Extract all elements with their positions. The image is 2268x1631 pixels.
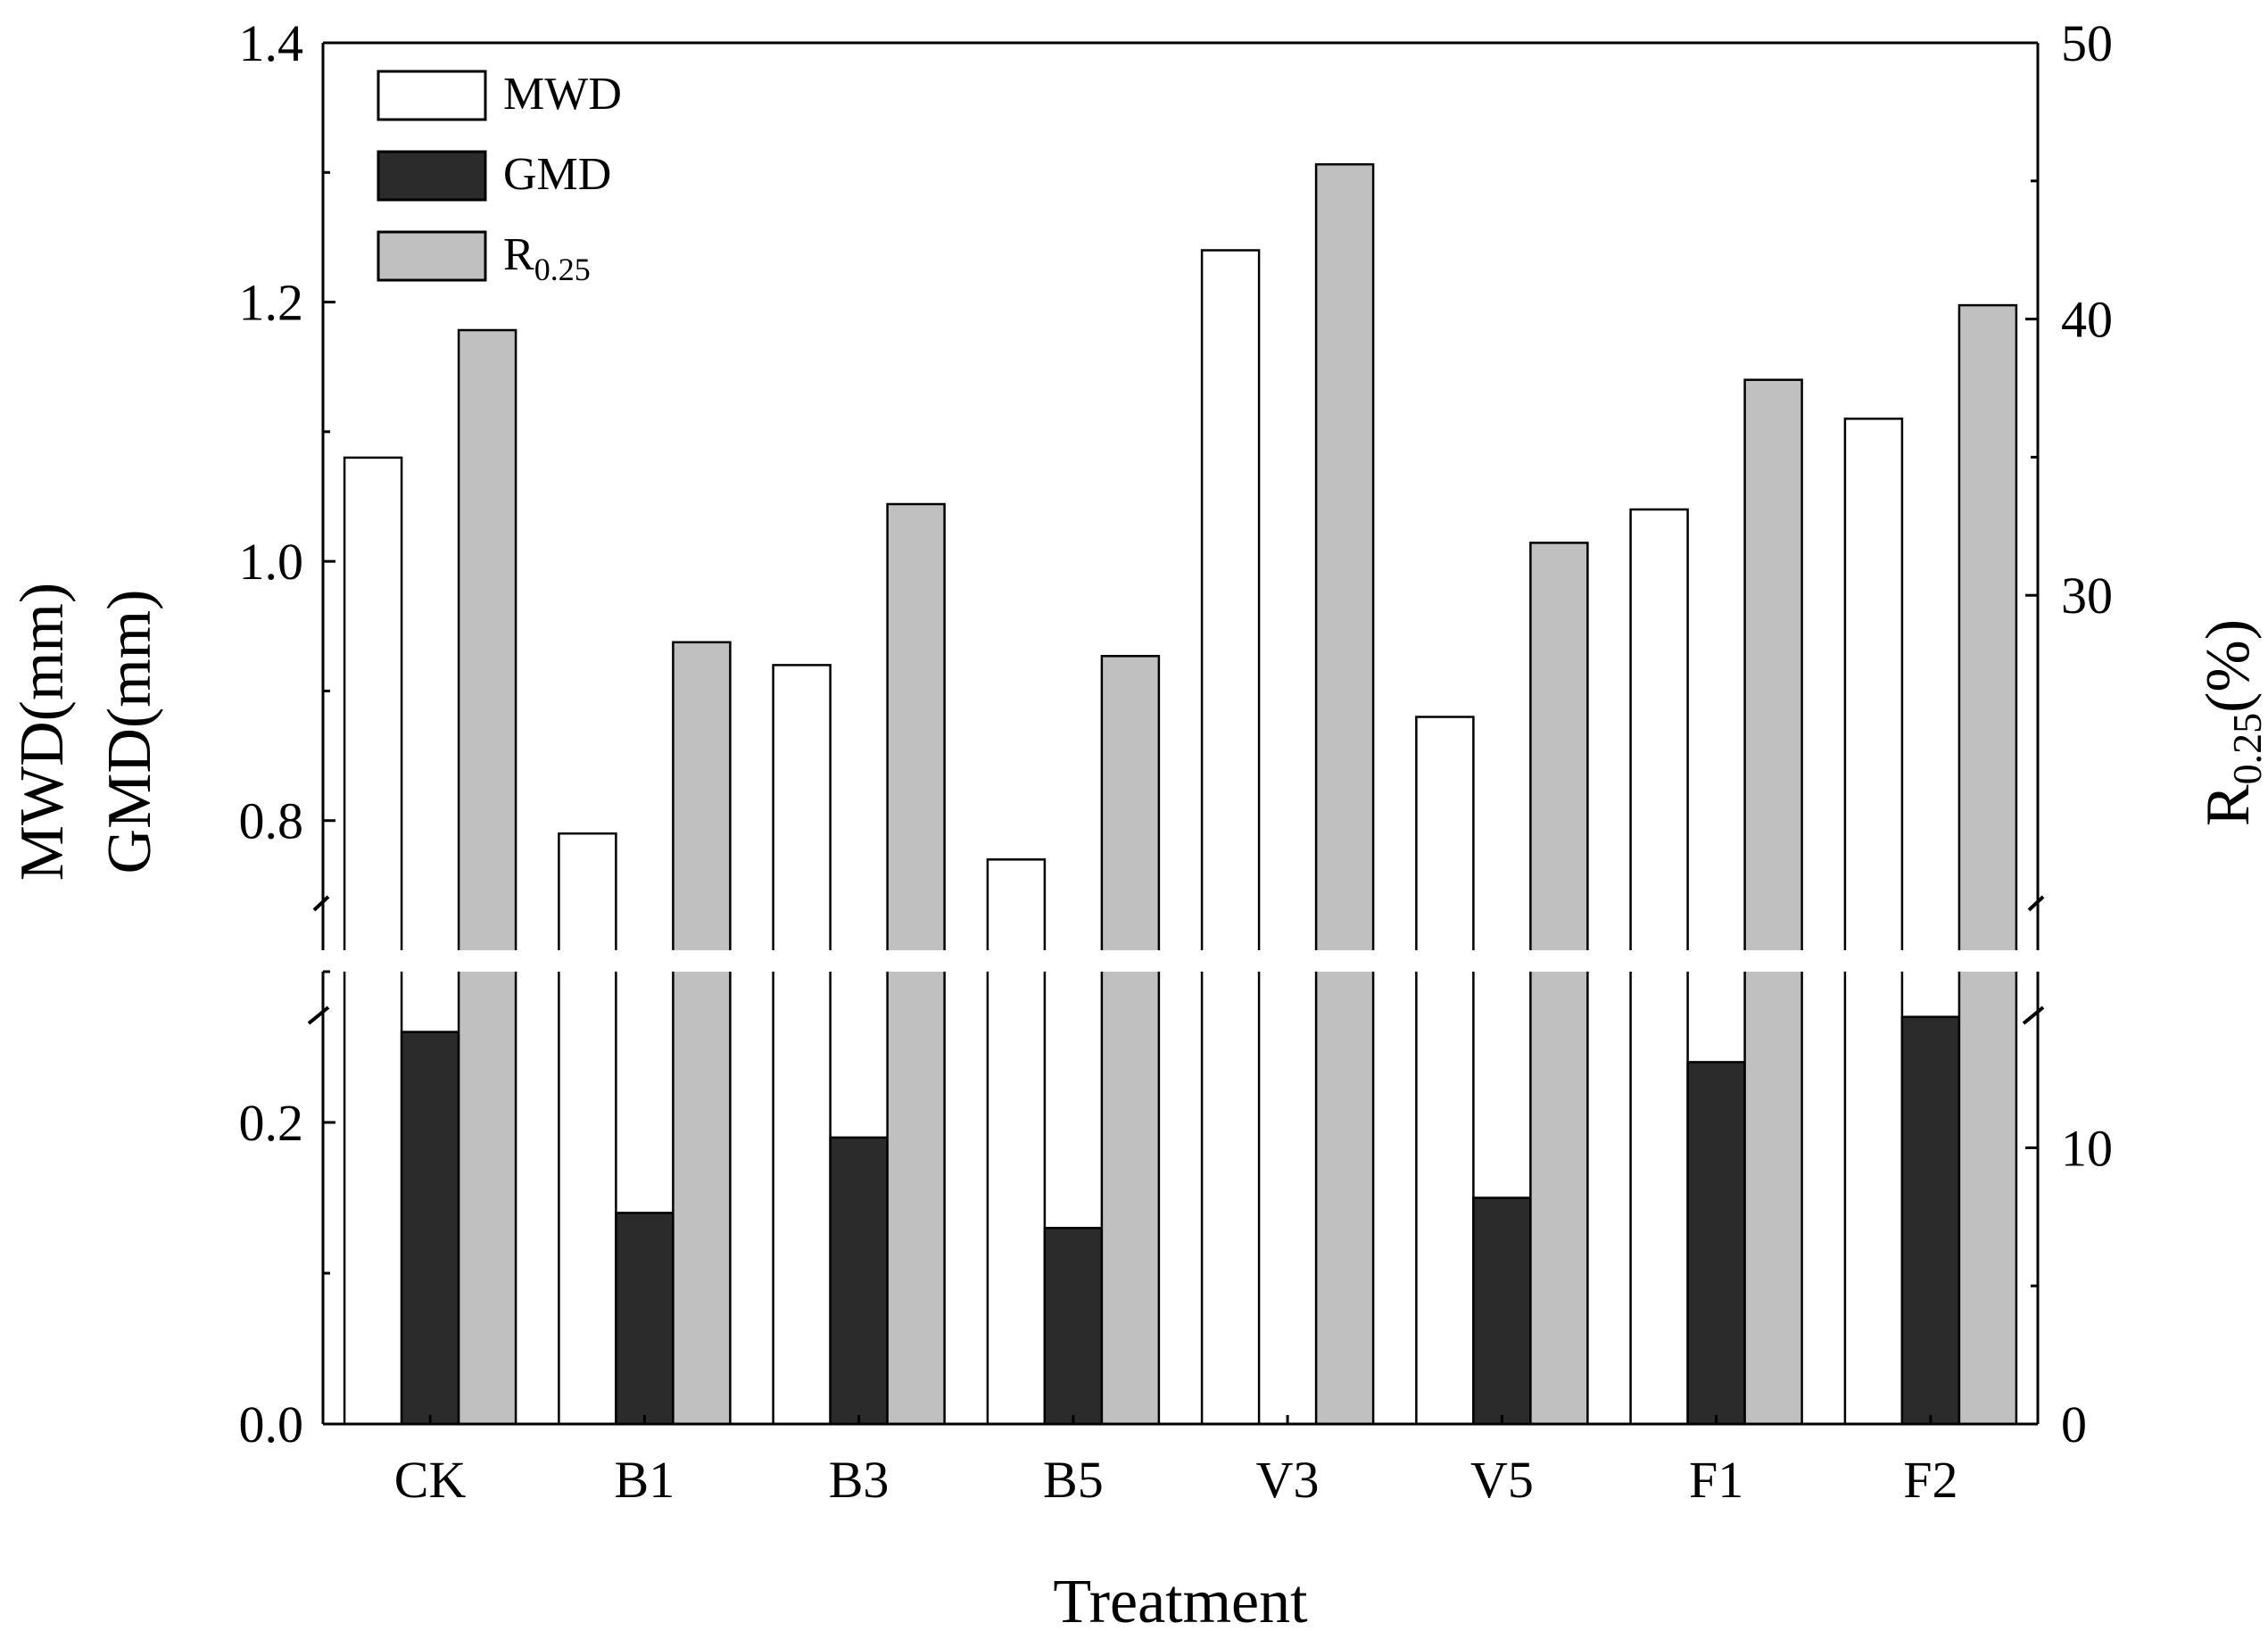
y-right-tick-label-10: 10 bbox=[2061, 1119, 2113, 1177]
x-tick-label-f1: F1 bbox=[1689, 1451, 1743, 1509]
legend-label-gmd: GMD bbox=[503, 149, 611, 200]
legend-swatch-mwd bbox=[377, 70, 487, 121]
bar-gmd-f2 bbox=[1900, 1015, 1961, 1426]
bar-mwd-b5 bbox=[986, 858, 1047, 1426]
legend: MWD GMD R0.25 bbox=[377, 69, 622, 287]
y-axis-left-title-mwd: MWD(mm) bbox=[8, 583, 77, 881]
y-right-tick-label-30: 30 bbox=[2061, 567, 2113, 625]
legend-label-main: R bbox=[503, 229, 534, 280]
legend-label-r025: R0.25 bbox=[503, 229, 591, 287]
x-tick-label-b5: B5 bbox=[1043, 1451, 1104, 1509]
legend-label-mwd: MWD bbox=[503, 69, 622, 120]
bar-mwd-f2 bbox=[1843, 418, 1904, 1426]
bar-r025-v3 bbox=[1314, 162, 1375, 1426]
legend-swatch-r025 bbox=[377, 230, 487, 282]
bar-r025-ck bbox=[457, 328, 517, 1426]
bar-r025-f1 bbox=[1743, 378, 1803, 1426]
bar-gmd-v5 bbox=[1472, 1196, 1532, 1426]
plot-frame bbox=[307, 41, 2045, 1426]
legend-swatch-gmd bbox=[377, 150, 487, 202]
y-right-tick-label-0: 0 bbox=[2061, 1395, 2087, 1453]
bar-r025-b5 bbox=[1100, 655, 1161, 1426]
bars-layer bbox=[343, 162, 2018, 1426]
bar-gmd-ck bbox=[400, 1031, 460, 1426]
axis-break-gap bbox=[318, 950, 2043, 972]
y-axis-right-title-tail: (%) bbox=[2194, 619, 2263, 713]
bar-r025-v5 bbox=[1529, 542, 1589, 1426]
bar-gmd-b3 bbox=[829, 1136, 889, 1426]
bar-mwd-b3 bbox=[772, 664, 832, 1426]
bar-mwd-ck bbox=[343, 456, 403, 1426]
y-axis-right-title: R0.25(%) bbox=[2194, 619, 2268, 826]
y-left-tick-label-1.2: 1.2 bbox=[239, 274, 304, 332]
ticks-layer: CK B1 B3 B5 V3 V5 F1 F2 0.0 0.2 0.8 1.0 1.2 1.4 0 10 30 4… bbox=[239, 14, 2114, 1509]
bar-mwd-b1 bbox=[558, 832, 617, 1426]
y-left-tick-label-0.2: 0.2 bbox=[239, 1094, 304, 1152]
bar-r025-b1 bbox=[672, 641, 732, 1426]
y-axis-left-title-gmd: GMD(mm) bbox=[95, 590, 164, 874]
bar-mwd-v5 bbox=[1415, 716, 1475, 1426]
x-tick-label-v3: V3 bbox=[1256, 1451, 1320, 1509]
x-axis-title: Treatment bbox=[1053, 1568, 1308, 1631]
bar-mwd-v3 bbox=[1200, 249, 1261, 1426]
y-axis-right-title-main: R bbox=[2194, 784, 2263, 826]
bar-gmd-b1 bbox=[615, 1212, 675, 1426]
y-right-tick-label-40: 40 bbox=[2061, 291, 2113, 349]
bar-gmd-b5 bbox=[1043, 1227, 1104, 1426]
x-tick-label-b1: B1 bbox=[615, 1451, 675, 1509]
bar-r025-f2 bbox=[1958, 303, 2018, 1426]
y-left-tick-label-1.0: 1.0 bbox=[239, 533, 304, 591]
break-mark-right bbox=[2022, 895, 2045, 1025]
y-left-tick-label-1.4: 1.4 bbox=[239, 14, 304, 72]
x-tick-label-ck: CK bbox=[394, 1451, 467, 1509]
y-left-tick-label-0.0: 0.0 bbox=[239, 1395, 304, 1453]
break-mark-left bbox=[307, 895, 330, 1025]
x-tick-label-b3: B3 bbox=[829, 1451, 890, 1509]
y-left-tick-label-0.8: 0.8 bbox=[239, 792, 304, 850]
bar-gmd-f1 bbox=[1686, 1061, 1746, 1426]
legend-label-sub: 0.25 bbox=[534, 252, 591, 287]
x-tick-label-f2: F2 bbox=[1903, 1451, 1958, 1509]
y-axis-right-title-sub: 0.25 bbox=[2224, 713, 2268, 785]
y-right-tick-label-50: 50 bbox=[2061, 14, 2113, 72]
x-tick-label-v5: V5 bbox=[1470, 1451, 1534, 1509]
